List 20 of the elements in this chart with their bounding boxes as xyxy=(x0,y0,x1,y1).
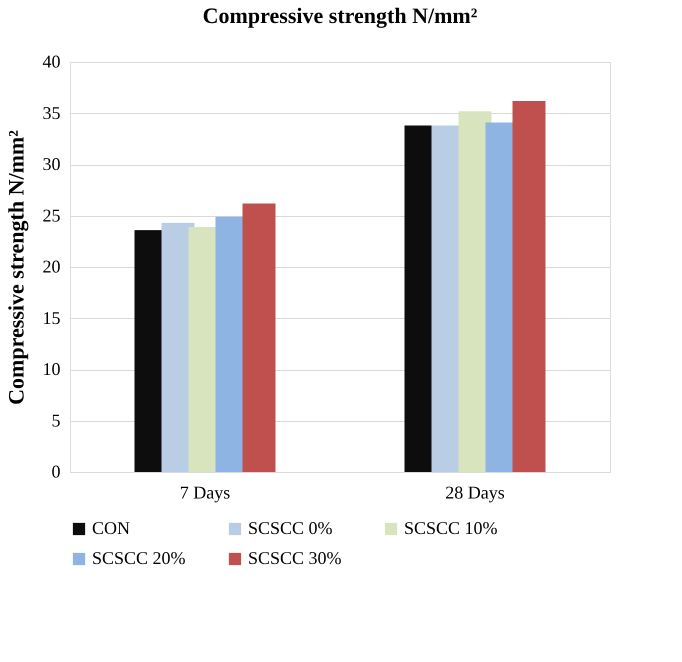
y-tick-label: 10 xyxy=(42,359,60,379)
x-tick-label: 28 Days xyxy=(445,482,505,502)
y-tick-label: 20 xyxy=(42,256,60,276)
y-tick-label: 25 xyxy=(42,205,60,226)
y-tick-label: 30 xyxy=(42,154,60,174)
x-tick-label: 7 Days xyxy=(180,482,230,502)
bar xyxy=(242,203,276,472)
y-tick-label: 35 xyxy=(42,102,60,123)
y-tick-label: 40 xyxy=(42,52,60,72)
legend-label: SCSCC 30% xyxy=(248,548,342,568)
legend-label: CON xyxy=(92,518,130,538)
y-tick-label: 0 xyxy=(52,462,60,482)
legend-label: SCSCC 20% xyxy=(92,548,186,568)
y-tick-label: 5 xyxy=(52,410,60,430)
legend-label: SCSCC 0% xyxy=(248,518,333,538)
y-axis-title: Compressive strength N/mm² xyxy=(4,130,28,405)
legend-label: SCSCC 10% xyxy=(404,518,498,538)
chart-title: Compressive strength N/mm² xyxy=(202,3,478,28)
bar xyxy=(512,100,546,472)
y-tick-label: 15 xyxy=(42,308,60,328)
